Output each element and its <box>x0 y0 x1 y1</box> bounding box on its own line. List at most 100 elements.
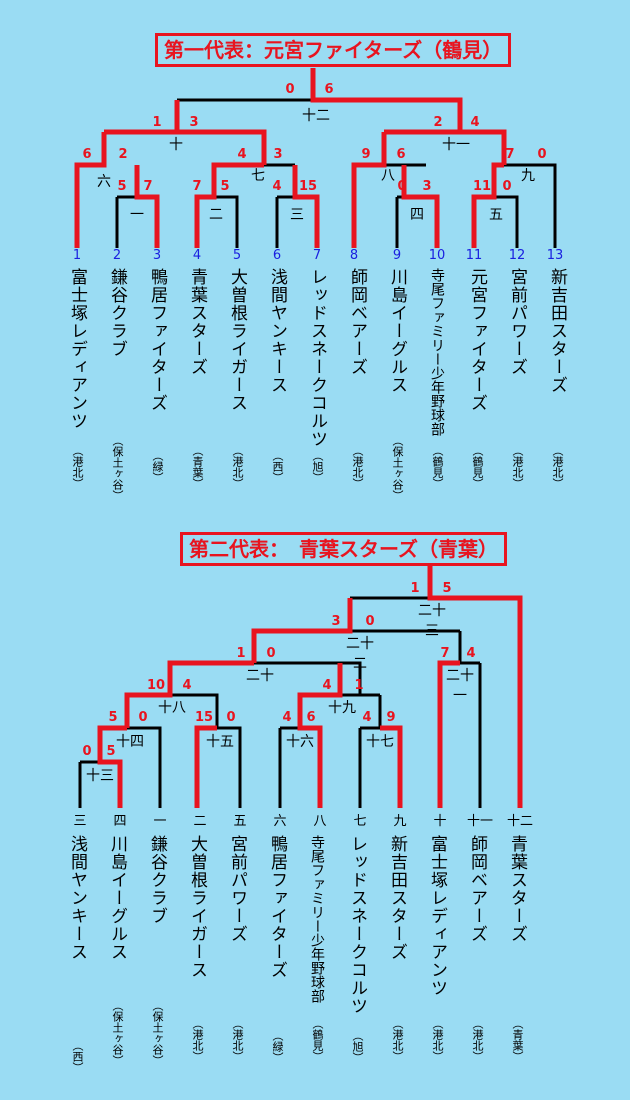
seed-number: 10 <box>428 248 446 263</box>
team-name: 鴨居ファイターズ <box>267 835 287 979</box>
team-name: レッドスネークコルツ <box>307 268 327 448</box>
score: 9 <box>386 710 396 725</box>
score: 0 <box>502 179 512 194</box>
match-label: 十七 <box>366 734 394 750</box>
seed-number: 2 <box>112 248 122 263</box>
score: 5 <box>220 179 230 194</box>
seed-number: 3 <box>152 248 162 263</box>
seed-number: 11 <box>465 248 483 263</box>
team-location: （保土ヶ谷） <box>111 1000 124 1066</box>
match-label: 二十二 <box>346 636 374 672</box>
team-location: （港北） <box>231 1018 244 1062</box>
team-name: 青葉スターズ <box>507 835 527 943</box>
score: 10 <box>146 678 166 693</box>
score: 4 <box>466 646 476 661</box>
score: 5 <box>442 581 452 596</box>
score: 4 <box>362 710 372 725</box>
score: 4 <box>322 678 332 693</box>
seed-number: 12 <box>508 248 526 263</box>
score: 5 <box>117 179 127 194</box>
score: 11 <box>472 179 492 194</box>
team-name: 鎌谷クラブ <box>147 835 167 925</box>
score: 6 <box>82 147 92 162</box>
team-name: 宮前パワーズ <box>507 268 527 376</box>
seed-number: 9 <box>392 248 402 263</box>
score: 1 <box>152 115 162 130</box>
score: 0 <box>226 710 236 725</box>
match-label: 十九 <box>328 700 356 716</box>
slot-label: 八 <box>313 814 327 829</box>
team-location: （港北） <box>431 1018 444 1062</box>
team-location: （緑） <box>271 1030 284 1063</box>
score: 5 <box>108 710 118 725</box>
score: 5 <box>106 744 116 759</box>
team-name: 宮前パワーズ <box>227 835 247 943</box>
score: 7 <box>505 147 515 162</box>
slot-label: 四 <box>113 814 127 829</box>
score: 1 <box>236 646 246 661</box>
score: 9 <box>361 147 371 162</box>
match-label: 六 <box>97 174 111 190</box>
team-location: （青葉） <box>191 445 204 489</box>
score: 4 <box>282 710 292 725</box>
score: 0 <box>82 744 92 759</box>
slot-label: 一 <box>153 814 167 829</box>
seed-number: 7 <box>312 248 322 263</box>
team-name: 川島イーグルス <box>387 268 407 394</box>
team-name: 寺尾ファミリー少年野球部 <box>309 835 325 1003</box>
score: 15 <box>298 179 318 194</box>
team-location: （鶴見） <box>431 445 444 489</box>
score: 6 <box>306 710 316 725</box>
team-location: （港北） <box>191 1018 204 1062</box>
match-label: 二十 <box>246 668 274 684</box>
team-location: （港北） <box>471 1018 484 1062</box>
team-name: 師岡ベアーズ <box>347 268 367 376</box>
team-location: （旭） <box>311 450 324 483</box>
score: 0 <box>397 179 407 194</box>
team-location: （港北） <box>231 445 244 489</box>
match-label: 三 <box>290 207 304 223</box>
seed-number: 5 <box>232 248 242 263</box>
match-label: 十八 <box>158 700 186 716</box>
team-location: （鶴見） <box>311 1018 324 1062</box>
match-label: 二十一 <box>446 668 474 704</box>
seed-number: 8 <box>349 248 359 263</box>
team-location: （西） <box>271 450 284 483</box>
section1-title: 第一代表：元宮ファイターズ（鶴見） <box>155 33 512 67</box>
score: 3 <box>189 115 199 130</box>
score: 15 <box>194 710 214 725</box>
team-name: 鴨居ファイターズ <box>147 268 167 412</box>
team-location: （保土ヶ谷） <box>111 435 124 501</box>
match-label: 九 <box>521 168 535 184</box>
slot-label: 六 <box>273 814 287 829</box>
team-name: 大曽根ライガース <box>187 835 207 979</box>
team-name: 大曽根ライガース <box>227 268 247 412</box>
match-label: 二十三 <box>418 603 446 639</box>
slot-label: 五 <box>233 814 247 829</box>
team-location: （保土ヶ谷） <box>151 1000 164 1066</box>
match-label: 十四 <box>116 734 144 750</box>
seed-number: 4 <box>192 248 202 263</box>
score: 4 <box>237 147 247 162</box>
score: 7 <box>192 179 202 194</box>
team-name: 浅間ヤンキース <box>267 268 287 394</box>
score: 0 <box>537 147 547 162</box>
team-location: （港北） <box>351 445 364 489</box>
score: 3 <box>422 179 432 194</box>
team-location: （西） <box>71 1040 84 1073</box>
score: 7 <box>143 179 153 194</box>
match-label: 十三 <box>86 768 114 784</box>
match-label: 二 <box>209 207 223 223</box>
team-location: （緑） <box>151 450 164 483</box>
slot-label: 七 <box>353 814 367 829</box>
team-name: レッドスネークコルツ <box>347 835 367 1015</box>
seed-number: 1 <box>72 248 82 263</box>
score: 0 <box>266 646 276 661</box>
team-location: （鶴見） <box>471 445 484 489</box>
slot-label: 十二 <box>506 814 533 829</box>
score: 4 <box>470 115 480 130</box>
seed-number: 6 <box>272 248 282 263</box>
team-name: 青葉スターズ <box>187 268 207 376</box>
